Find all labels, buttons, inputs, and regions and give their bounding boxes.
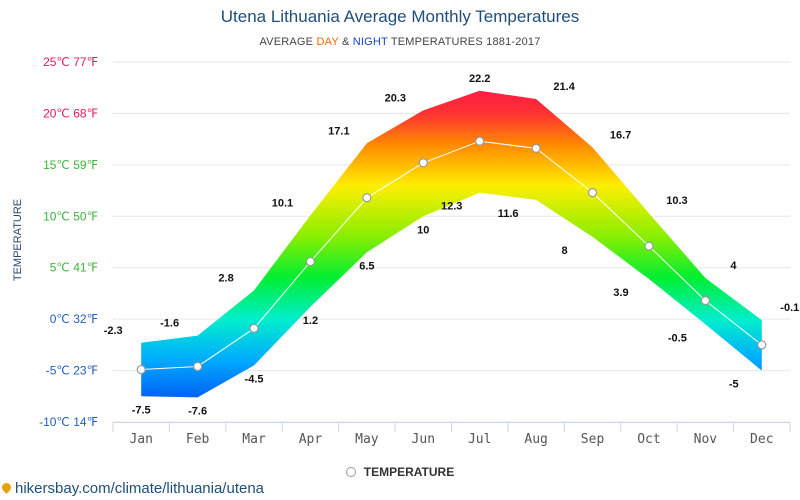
y-tick-label: 25℃ 77℉ — [43, 55, 98, 69]
average-point — [305, 256, 316, 267]
average-point — [531, 143, 541, 153]
subtitle-suffix: TEMPERATURES 1881-2017 — [387, 36, 541, 48]
subtitle-day-word: DAY — [316, 36, 339, 48]
average-point — [644, 241, 654, 251]
day-value-label: 22.2 — [469, 73, 490, 85]
average-point — [362, 193, 372, 203]
y-tick-label: 20℃ 68℉ — [43, 106, 98, 120]
average-temperature-line — [141, 140, 763, 371]
night-value-label: 8 — [561, 245, 567, 257]
x-tick-label: Jan — [129, 432, 152, 447]
footer-text: hikersbay.com/climate/lithuania/utena — [15, 480, 265, 497]
night-value-label: -5 — [729, 379, 739, 391]
x-tick-label: Feb — [186, 432, 210, 447]
x-tick-label: Jul — [468, 432, 491, 447]
day-value-label: 16.7 — [610, 129, 631, 141]
night-value-label: -7.6 — [188, 405, 207, 417]
average-point — [136, 364, 146, 375]
day-value-label: 20.3 — [385, 92, 406, 104]
night-value-label: -4.5 — [245, 373, 264, 385]
night-value-label: -0.5 — [668, 332, 687, 344]
day-value-label: -0.1 — [780, 302, 799, 314]
chart-subtitle: AVERAGE DAY & NIGHT TEMPERATURES 1881-20… — [0, 36, 800, 48]
x-tick-label: May — [355, 432, 379, 447]
subtitle-middle: & — [338, 36, 353, 48]
day-value-label: 10.1 — [272, 197, 293, 209]
x-tick-label: Aug — [524, 432, 547, 447]
night-value-label: -7.5 — [132, 404, 151, 416]
average-point — [249, 323, 259, 333]
x-tick-label: Mar — [242, 432, 266, 447]
x-tick-label: Jun — [412, 432, 435, 447]
night-value-label: 12.3 — [441, 201, 462, 213]
average-point — [418, 158, 428, 168]
x-tick-label: Dec — [750, 432, 773, 447]
chart-title: Utena Lithuania Average Monthly Temperat… — [220, 7, 580, 26]
footer-link[interactable]: hikersbay.com/climate/lithuania/utena — [0, 480, 265, 497]
y-tick-label: 15℃ 59℉ — [43, 158, 98, 172]
temperature-range-area — [141, 90, 762, 398]
day-value-label: -1.6 — [160, 318, 179, 330]
location-pin-icon — [0, 481, 13, 494]
x-tick-label: Sep — [581, 432, 605, 447]
average-point — [193, 361, 203, 372]
x-tick-label: Apr — [299, 432, 323, 447]
day-value-label: 2.8 — [218, 272, 233, 284]
day-value-label: -2.3 — [104, 325, 123, 337]
night-value-label: 6.5 — [359, 260, 374, 272]
average-point — [757, 340, 767, 350]
x-tick-label: Oct — [637, 432, 660, 447]
x-tick-label: Nov — [694, 432, 718, 447]
day-value-label: 4 — [730, 260, 737, 272]
legend-label: TEMPERATURE — [363, 465, 455, 479]
y-tick-label: 5℃ 41℉ — [50, 261, 98, 275]
subtitle-night-word: NIGHT — [352, 36, 388, 48]
legend[interactable]: TEMPERATURE — [0, 465, 800, 479]
average-point — [475, 136, 485, 146]
average-point — [700, 296, 710, 306]
average-point — [587, 188, 598, 198]
night-value-label: 10 — [417, 224, 429, 236]
day-value-label: 21.4 — [553, 81, 575, 93]
night-value-label: 1.2 — [303, 315, 318, 327]
legend-marker-icon — [345, 467, 356, 477]
y-tick-label: 0℃ 32℉ — [50, 312, 98, 326]
subtitle-prefix: AVERAGE — [259, 36, 317, 48]
night-value-label: 3.9 — [613, 287, 628, 299]
y-tick-label: -10℃ 14℉ — [39, 415, 98, 429]
day-value-label: 17.1 — [328, 125, 349, 137]
night-value-label: 11.6 — [498, 208, 519, 220]
day-value-label: 10.3 — [666, 195, 687, 207]
y-tick-label: -5℃ 23℉ — [46, 364, 98, 378]
y-tick-label: 10℃ 50℉ — [43, 209, 98, 223]
